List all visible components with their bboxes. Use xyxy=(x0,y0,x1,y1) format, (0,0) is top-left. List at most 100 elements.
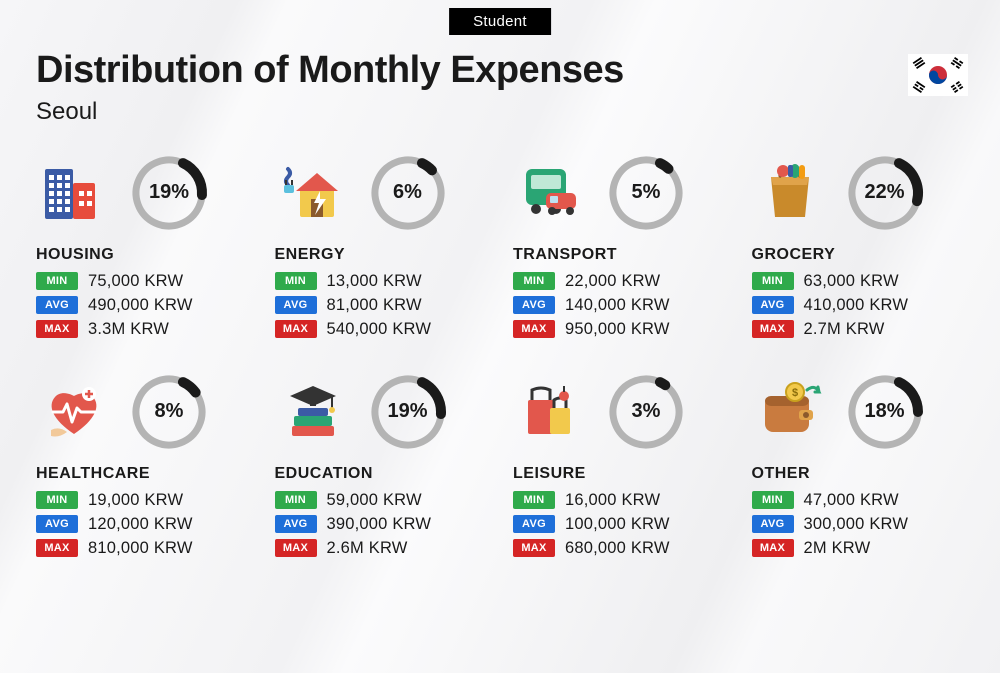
max-badge: MAX xyxy=(36,539,78,557)
pct-donut: 6% xyxy=(369,154,447,232)
stat-row-avg: AVG 410,000 KRW xyxy=(752,296,965,315)
stat-row-max: MAX 540,000 KRW xyxy=(275,320,488,339)
pct-donut: 18% xyxy=(846,373,924,451)
avg-badge: AVG xyxy=(752,296,794,314)
max-value: 2M KRW xyxy=(804,539,871,558)
avg-value: 100,000 KRW xyxy=(565,515,670,534)
category-grid: 19% HOUSING MIN 75,000 KRW AVG 490,000 K… xyxy=(36,154,964,558)
max-badge: MAX xyxy=(36,320,78,338)
pct-donut: 3% xyxy=(607,373,685,451)
pct-donut: 5% xyxy=(607,154,685,232)
page-title: Distribution of Monthly Expenses xyxy=(36,50,964,92)
category-card-other: $ 18% OTHER MIN 47,000 KRW AVG 300,000 K… xyxy=(752,373,965,558)
stat-row-min: MIN 13,000 KRW xyxy=(275,272,488,291)
stat-row-avg: AVG 390,000 KRW xyxy=(275,515,488,534)
category-label: ENERGY xyxy=(275,246,488,264)
stat-row-min: MIN 63,000 KRW xyxy=(752,272,965,291)
stat-row-max: MAX 950,000 KRW xyxy=(513,320,726,339)
avg-badge: AVG xyxy=(36,515,78,533)
avg-badge: AVG xyxy=(36,296,78,314)
pct-value: 8% xyxy=(130,373,208,451)
category-card-housing: 19% HOUSING MIN 75,000 KRW AVG 490,000 K… xyxy=(36,154,249,339)
max-value: 680,000 KRW xyxy=(565,539,670,558)
stat-row-max: MAX 680,000 KRW xyxy=(513,539,726,558)
pct-value: 19% xyxy=(369,373,447,451)
avg-value: 81,000 KRW xyxy=(327,296,422,315)
avg-value: 140,000 KRW xyxy=(565,296,670,315)
avg-value: 300,000 KRW xyxy=(804,515,909,534)
healthcare-icon xyxy=(36,382,112,442)
min-value: 13,000 KRW xyxy=(327,272,422,291)
energy-icon xyxy=(275,163,351,223)
min-badge: MIN xyxy=(752,272,794,290)
pct-donut: 19% xyxy=(369,373,447,451)
max-badge: MAX xyxy=(752,539,794,557)
max-value: 950,000 KRW xyxy=(565,320,670,339)
min-value: 19,000 KRW xyxy=(88,491,183,510)
min-value: 22,000 KRW xyxy=(565,272,660,291)
category-card-healthcare: 8% HEALTHCARE MIN 19,000 KRW AVG 120,000… xyxy=(36,373,249,558)
pct-value: 3% xyxy=(607,373,685,451)
stat-row-avg: AVG 300,000 KRW xyxy=(752,515,965,534)
min-badge: MIN xyxy=(36,491,78,509)
max-value: 2.6M KRW xyxy=(327,539,408,558)
min-value: 63,000 KRW xyxy=(804,272,899,291)
avg-badge: AVG xyxy=(513,515,555,533)
max-badge: MAX xyxy=(513,539,555,557)
avg-value: 120,000 KRW xyxy=(88,515,193,534)
pct-value: 5% xyxy=(607,154,685,232)
category-card-education: 19% EDUCATION MIN 59,000 KRW AVG 390,000… xyxy=(275,373,488,558)
min-value: 16,000 KRW xyxy=(565,491,660,510)
category-label: HEALTHCARE xyxy=(36,465,249,483)
min-badge: MIN xyxy=(275,491,317,509)
pct-donut: 8% xyxy=(130,373,208,451)
pct-value: 22% xyxy=(846,154,924,232)
category-card-transport: 5% TRANSPORT MIN 22,000 KRW AVG 140,000 … xyxy=(513,154,726,339)
pct-value: 6% xyxy=(369,154,447,232)
max-badge: MAX xyxy=(275,539,317,557)
max-value: 2.7M KRW xyxy=(804,320,885,339)
min-value: 47,000 KRW xyxy=(804,491,899,510)
avg-badge: AVG xyxy=(513,296,555,314)
category-card-energy: 6% ENERGY MIN 13,000 KRW AVG 81,000 KRW … xyxy=(275,154,488,339)
min-badge: MIN xyxy=(36,272,78,290)
min-badge: MIN xyxy=(752,491,794,509)
stat-row-max: MAX 810,000 KRW xyxy=(36,539,249,558)
stat-row-avg: AVG 490,000 KRW xyxy=(36,296,249,315)
stat-row-min: MIN 22,000 KRW xyxy=(513,272,726,291)
city-name: Seoul xyxy=(36,98,964,126)
max-badge: MAX xyxy=(513,320,555,338)
min-value: 59,000 KRW xyxy=(327,491,422,510)
max-badge: MAX xyxy=(752,320,794,338)
housing-icon xyxy=(36,163,112,223)
audience-tag: Student xyxy=(449,8,551,35)
avg-badge: AVG xyxy=(752,515,794,533)
grocery-icon xyxy=(752,163,828,223)
stat-row-min: MIN 19,000 KRW xyxy=(36,491,249,510)
pct-value: 18% xyxy=(846,373,924,451)
avg-badge: AVG xyxy=(275,296,317,314)
korea-flag-icon xyxy=(908,54,968,101)
stat-row-max: MAX 2.7M KRW xyxy=(752,320,965,339)
svg-text:$: $ xyxy=(791,387,797,399)
stat-row-max: MAX 3.3M KRW xyxy=(36,320,249,339)
min-badge: MIN xyxy=(513,272,555,290)
pct-donut: 22% xyxy=(846,154,924,232)
stat-row-min: MIN 75,000 KRW xyxy=(36,272,249,291)
avg-value: 410,000 KRW xyxy=(804,296,909,315)
category-label: TRANSPORT xyxy=(513,246,726,264)
stat-row-min: MIN 47,000 KRW xyxy=(752,491,965,510)
avg-badge: AVG xyxy=(275,515,317,533)
category-label: GROCERY xyxy=(752,246,965,264)
stat-row-max: MAX 2.6M KRW xyxy=(275,539,488,558)
category-label: LEISURE xyxy=(513,465,726,483)
min-badge: MIN xyxy=(275,272,317,290)
stat-row-avg: AVG 120,000 KRW xyxy=(36,515,249,534)
header: Distribution of Monthly Expenses Seoul xyxy=(36,50,964,126)
max-value: 810,000 KRW xyxy=(88,539,193,558)
stat-row-avg: AVG 140,000 KRW xyxy=(513,296,726,315)
avg-value: 490,000 KRW xyxy=(88,296,193,315)
pct-donut: 19% xyxy=(130,154,208,232)
max-value: 3.3M KRW xyxy=(88,320,169,339)
category-card-leisure: 3% LEISURE MIN 16,000 KRW AVG 100,000 KR… xyxy=(513,373,726,558)
